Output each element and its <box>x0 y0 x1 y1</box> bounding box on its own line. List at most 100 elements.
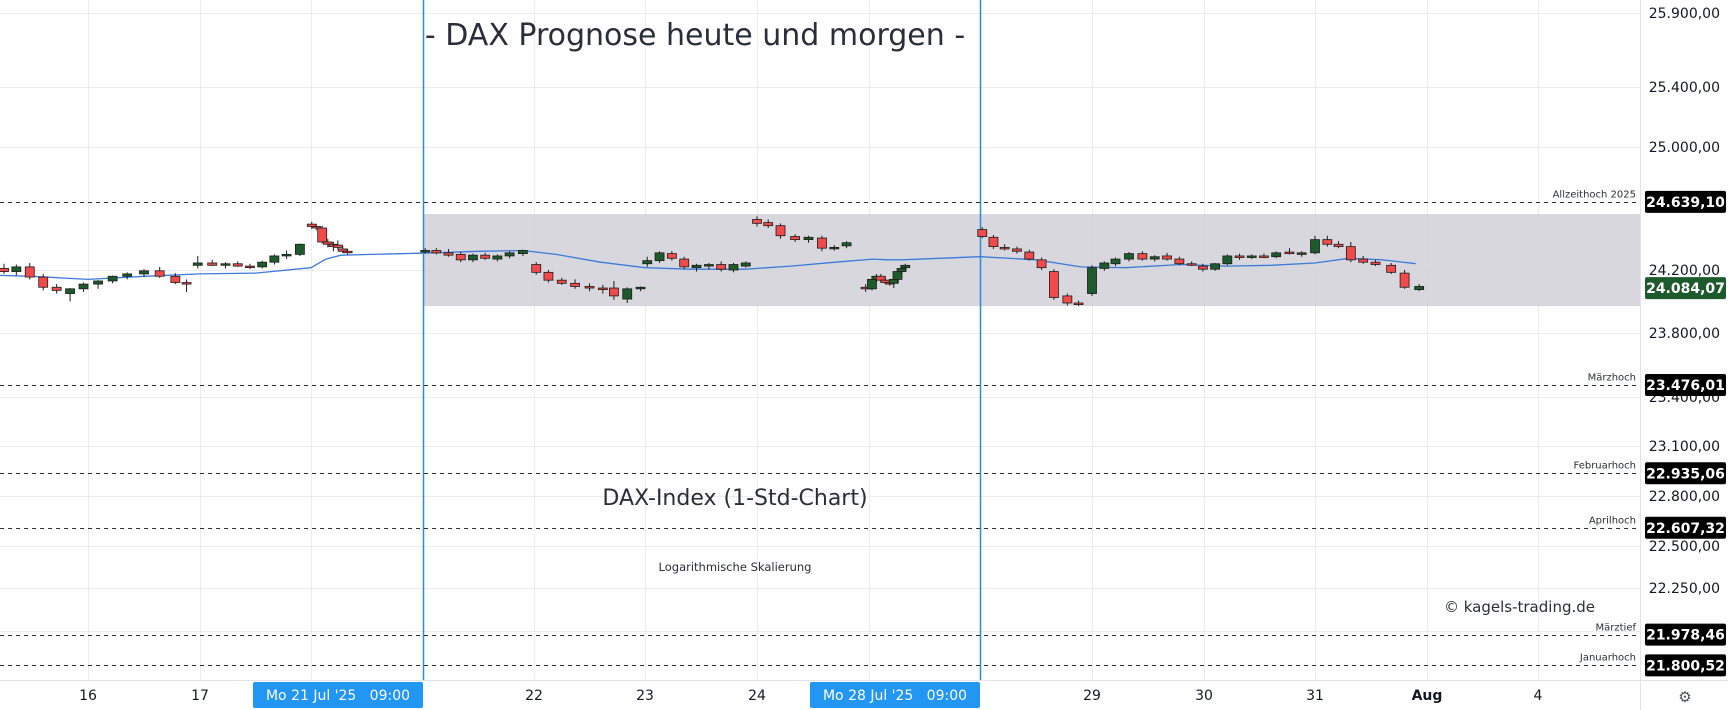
candle <box>790 234 800 242</box>
candle-body <box>294 243 305 255</box>
candle-body <box>1370 261 1381 265</box>
candle <box>443 248 454 257</box>
candle <box>1333 241 1344 249</box>
candle-body <box>139 270 149 275</box>
candle <box>1222 254 1233 266</box>
candle <box>1310 235 1320 255</box>
settings-gear-icon[interactable]: ⚙ <box>1678 688 1692 706</box>
candle <box>1186 261 1197 267</box>
candle <box>622 287 633 303</box>
candle-body <box>570 282 580 287</box>
level-label: Februarhoch <box>1573 461 1636 472</box>
candle-body <box>322 241 333 245</box>
candle <box>311 224 322 231</box>
candle <box>584 283 595 292</box>
candle-body <box>1149 256 1160 260</box>
candle <box>900 263 911 270</box>
candle-body <box>181 282 192 285</box>
candle <box>654 251 665 263</box>
candle <box>38 273 49 291</box>
chart-title: - DAX Prognose heute und morgen - <box>424 18 966 53</box>
level-label: Januarhoch <box>1579 653 1636 664</box>
candle-body <box>245 265 255 268</box>
candle <box>1296 251 1307 257</box>
candle <box>1370 259 1381 267</box>
candle <box>1099 261 1110 271</box>
candle <box>1259 253 1269 259</box>
level-price-tag <box>1645 623 1726 646</box>
candle-body <box>977 229 988 237</box>
candle-body <box>232 263 243 267</box>
candle <box>107 275 118 284</box>
x-tick-label: 4 <box>1534 688 1543 704</box>
candle-body <box>622 288 633 300</box>
last-price-tag <box>1645 277 1726 300</box>
candle-body <box>1124 253 1134 260</box>
candle <box>841 241 852 249</box>
candle-body <box>716 264 727 270</box>
candle-body <box>1296 252 1307 255</box>
candle-body <box>531 264 542 273</box>
x-tick-label: 17 <box>191 688 209 704</box>
candle-body <box>584 286 595 289</box>
candle-body <box>1271 252 1282 258</box>
candle-body <box>1399 272 1410 288</box>
candle <box>829 245 840 251</box>
candle-body <box>1333 243 1344 248</box>
candle-body <box>468 254 478 261</box>
candle-body <box>841 242 852 247</box>
level-price-tag <box>1645 190 1726 213</box>
level-price-label: 21.978,46 <box>1646 628 1725 644</box>
candle <box>1049 269 1059 300</box>
level-label: Allzeithoch 2025 <box>1553 190 1636 201</box>
candle-body <box>829 246 840 250</box>
level-price-tag <box>1645 654 1726 677</box>
candle <box>480 252 491 260</box>
candle <box>817 235 827 252</box>
candle-body <box>0 268 9 272</box>
candle-body <box>281 253 292 257</box>
candle-body <box>170 275 181 283</box>
candle-body <box>518 250 528 255</box>
candle-body <box>900 264 911 269</box>
candle <box>531 262 542 275</box>
candle-body <box>817 237 827 249</box>
candle <box>257 260 268 269</box>
x-tick-label-highlighted: Mo 28 Jul '25 09:00 <box>823 688 967 704</box>
last-price-label: 24.084,07 <box>1646 281 1725 297</box>
candle-body <box>1099 262 1110 269</box>
candle <box>1271 251 1282 259</box>
candle-body <box>1358 258 1369 263</box>
candle-body <box>443 252 454 256</box>
candle-body <box>51 286 62 291</box>
candle <box>0 263 9 274</box>
level-price-label: 24.639,10 <box>1646 195 1725 211</box>
level-label: Märztief <box>1596 623 1637 634</box>
candle-body <box>431 250 442 254</box>
candle-body <box>752 219 762 224</box>
candle <box>609 280 619 300</box>
x-tick-label: Aug <box>1412 688 1443 704</box>
candle-body <box>875 275 886 281</box>
candle-body <box>122 273 133 277</box>
candle <box>122 272 133 280</box>
candle-body <box>93 280 103 285</box>
candle <box>570 279 580 289</box>
candle <box>170 273 181 285</box>
candle <box>1234 253 1245 260</box>
candle-body <box>11 266 22 272</box>
candle-body <box>311 226 322 229</box>
y-tick-label: 25.900,00 <box>1649 6 1720 22</box>
candle <box>740 261 751 268</box>
candle-body <box>896 268 907 272</box>
candle <box>269 254 280 265</box>
date-highlight-tag <box>253 682 423 708</box>
candle <box>703 262 714 270</box>
candle <box>1284 248 1295 255</box>
candle-body <box>78 283 89 290</box>
candle <box>988 234 999 249</box>
candle <box>220 262 231 269</box>
candle <box>1036 257 1047 270</box>
